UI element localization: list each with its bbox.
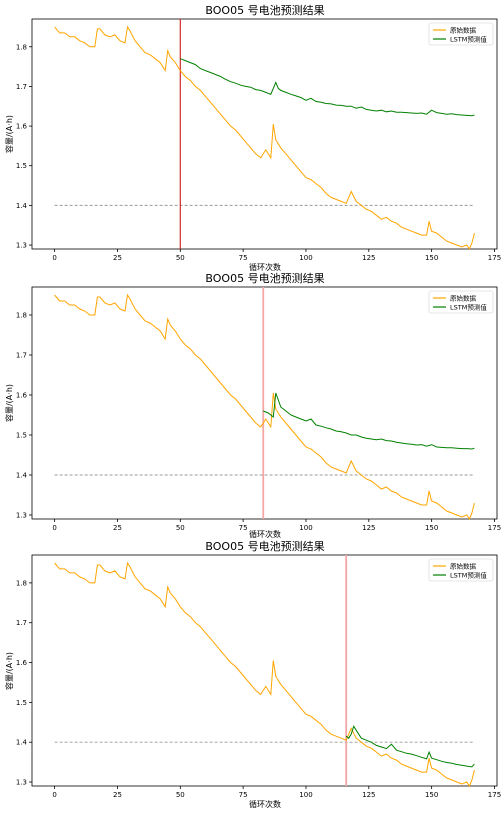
x-tick-label: 100 [299, 254, 312, 262]
y-tick-label: 1.3 [16, 242, 27, 250]
x-tick-label: 0 [52, 254, 56, 262]
plot-frame [31, 18, 498, 250]
y-tick-label: 1.8 [16, 579, 27, 587]
y-tick-label: 1.5 [16, 432, 27, 440]
x-axis-label: 循环次数 [249, 262, 281, 272]
y-axis-label: 容量/(A·h) [4, 384, 14, 422]
x-tick-label: 150 [425, 791, 438, 799]
y-tick-label: 1.8 [16, 43, 27, 51]
series-line-lstm [180, 58, 475, 117]
y-tick-label: 1.3 [16, 512, 27, 520]
y-tick-label: 1.7 [16, 352, 27, 360]
x-tick-label: 75 [239, 524, 248, 532]
y-tick-label: 1.3 [16, 779, 27, 787]
x-tick-label: 175 [488, 524, 501, 532]
x-tick-label: 75 [239, 791, 248, 799]
series-line-lstm [345, 725, 475, 768]
y-tick-label: 1.4 [16, 739, 28, 747]
y-axis-label: 容量/(A·h) [4, 115, 14, 153]
y-tick-label: 1.6 [16, 659, 28, 667]
plot-frame [31, 286, 498, 520]
x-tick-label: 50 [176, 254, 185, 262]
x-axis-label: 循环次数 [249, 529, 281, 539]
x-tick-label: 100 [299, 791, 312, 799]
x-tick-label: 25 [113, 524, 122, 532]
x-tick-label: 100 [299, 524, 312, 532]
y-tick-label: 1.5 [16, 699, 27, 707]
legend-label: 原始数据 [450, 25, 477, 34]
series-line-original [54, 561, 475, 788]
y-tick-label: 1.4 [16, 472, 28, 480]
x-tick-label: 175 [488, 254, 501, 262]
x-tick-label: 25 [113, 254, 122, 262]
x-tick-label: 125 [362, 254, 375, 262]
series-line-original [54, 25, 475, 251]
y-tick-label: 1.5 [16, 162, 27, 170]
chart-title: BOO05 号电池预测结果 [205, 540, 324, 553]
x-tick-label: 50 [176, 524, 185, 532]
chart-panel-2: BOO05 号电池预测结果 循环次数 容量/(A·h) 0 25 50 75 100 12… [4, 272, 501, 539]
x-axis-label: 循环次数 [249, 799, 281, 809]
x-tick-label: 125 [362, 524, 375, 532]
legend-label: LSTM预测值 [450, 34, 487, 43]
y-axis-label: 容量/(A·h) [4, 652, 14, 690]
x-tick-label: 150 [425, 524, 438, 532]
y-tick-label: 1.6 [16, 392, 28, 400]
y-tick-label: 1.4 [16, 202, 28, 210]
x-tick-label: 150 [425, 254, 438, 262]
legend-label: LSTM预测值 [450, 570, 487, 579]
x-tick-label: 175 [488, 791, 501, 799]
y-tick-label: 1.7 [16, 83, 27, 91]
legend-label: 原始数据 [450, 561, 477, 570]
x-tick-label: 75 [239, 254, 248, 262]
y-tick-label: 1.6 [16, 123, 28, 131]
chart-title: BOO05 号电池预测结果 [205, 4, 324, 17]
x-tick-label: 25 [113, 791, 122, 799]
chart-title: BOO05 号电池预测结果 [205, 272, 324, 285]
legend-label: LSTM预测值 [450, 302, 487, 311]
x-tick-label: 0 [52, 791, 56, 799]
series-line-lstm [263, 392, 475, 450]
y-tick-label: 1.7 [16, 619, 27, 627]
plot-frame [31, 554, 498, 787]
chart-panel-3: BOO05 号电池预测结果 循环次数 容量/(A·h) 0 25 50 75 100 12… [4, 540, 501, 809]
x-tick-label: 125 [362, 791, 375, 799]
legend-label: 原始数据 [450, 293, 477, 302]
x-tick-label: 0 [52, 524, 56, 532]
chart-panel-1: BOO05 号电池预测结果 循环次数 容量/(A·h) 0 25 50 75 100 12… [4, 4, 501, 272]
x-tick-label: 50 [176, 791, 185, 799]
series-line-original [54, 293, 475, 521]
y-tick-label: 1.8 [16, 312, 27, 320]
